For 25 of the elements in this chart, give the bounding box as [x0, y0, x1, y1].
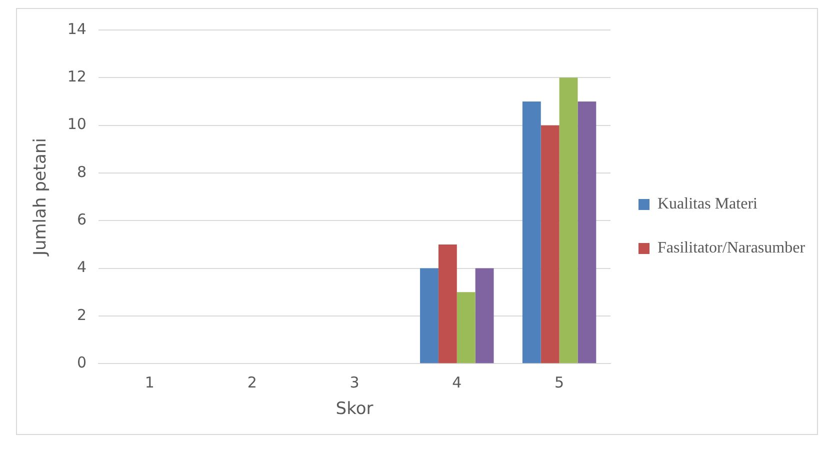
bar: [540, 125, 560, 364]
bar: [522, 101, 541, 364]
bar: [456, 292, 476, 364]
y-tick-label: 0: [76, 353, 86, 372]
x-tick-label: 1: [144, 373, 154, 392]
x-tick-label: 4: [452, 373, 462, 392]
x-tick-label: 2: [247, 373, 257, 392]
y-axis-title: Jumlah petani: [30, 138, 51, 257]
y-tick-label: 4: [76, 258, 86, 276]
legend-label: Kualitas Materi: [658, 196, 758, 213]
bar: [475, 268, 494, 364]
legend-label: Fasilitator/Narasumber: [658, 240, 806, 257]
y-tick-label: 12: [67, 68, 86, 86]
bar: [578, 101, 596, 364]
x-axis-title: Skor: [336, 399, 374, 420]
y-tick-label: 2: [76, 306, 86, 324]
y-tick-label: 10: [67, 115, 86, 134]
y-tick-label: 6: [76, 210, 86, 229]
x-tick-label: 5: [554, 373, 564, 392]
bar: [438, 244, 457, 364]
y-tick-label: 14: [67, 20, 86, 38]
y-tick-label: 8: [76, 162, 86, 181]
x-tick-label: 3: [350, 373, 360, 392]
bar: [559, 78, 578, 364]
bar: [420, 268, 438, 364]
